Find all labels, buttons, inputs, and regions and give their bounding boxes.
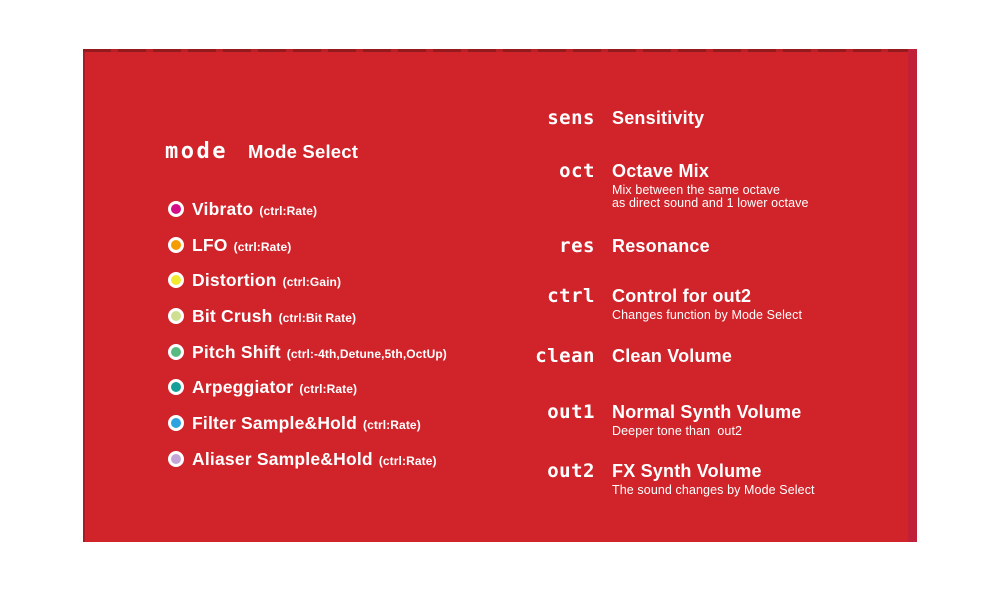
mode-name: Pitch Shift bbox=[192, 341, 281, 362]
mode-name: Vibrato bbox=[192, 199, 254, 219]
control-row: ctrl Control for out2 Changes function b… bbox=[435, 286, 802, 322]
mode-ctrl-note: (ctrl:Rate) bbox=[378, 453, 437, 468]
control-title: Octave Mix bbox=[612, 161, 710, 181]
controls-list: sens Sensitivity oct Octave Mix Mix betw… bbox=[83, 49, 917, 542]
control-body: FX Synth Volume The sound changes by Mod… bbox=[612, 461, 815, 497]
control-title: Resonance bbox=[612, 236, 710, 256]
control-row: out1 Normal Synth Volume Deeper tone tha… bbox=[435, 402, 802, 438]
mode-color-dot-icon bbox=[168, 236, 184, 253]
control-row: out2 FX Synth Volume The sound changes b… bbox=[435, 461, 815, 497]
mode-name: Aliaser Sample&Hold bbox=[192, 448, 373, 469]
knob-label: clean bbox=[535, 345, 595, 367]
mode-ctrl-note: (ctrl:Rate) bbox=[363, 418, 421, 433]
control-description: Changes function by Mode Select bbox=[612, 308, 803, 322]
control-description: Deeper tone than out2 bbox=[612, 424, 743, 438]
mode-list-item: Bit Crush (ctrl:Bit Rate) bbox=[168, 304, 447, 328]
knob-label: oct bbox=[559, 160, 595, 182]
mode-list-item: LFO (ctrl:Rate) bbox=[168, 233, 447, 257]
mode-color-dot-icon bbox=[168, 308, 184, 325]
control-body: Normal Synth Volume Deeper tone than out… bbox=[612, 402, 802, 438]
mode-list-item: Aliaser Sample&Hold (ctrl:Rate) bbox=[168, 447, 447, 471]
knob-label: out1 bbox=[547, 401, 595, 423]
mode-ctrl-note: (ctrl:Bit Rate) bbox=[278, 311, 357, 326]
control-body: Resonance bbox=[612, 236, 710, 256]
mode-name: LFO bbox=[192, 234, 228, 255]
control-body: Clean Volume bbox=[612, 346, 732, 366]
mode-color-dot-icon bbox=[168, 415, 184, 432]
mode-list-item: Arpeggiator (ctrl:Rate) bbox=[168, 375, 447, 399]
mode-color-dot-icon bbox=[168, 343, 184, 360]
control-row: oct Octave Mix Mix between the same octa… bbox=[435, 161, 809, 210]
control-body: Control for out2 Changes function by Mod… bbox=[612, 286, 802, 322]
control-title: Sensitivity bbox=[612, 108, 705, 128]
control-title: Control for out2 bbox=[612, 286, 752, 306]
control-row: res Resonance bbox=[435, 236, 710, 256]
knob-label: out2 bbox=[547, 460, 595, 482]
knob-label: ctrl bbox=[547, 285, 595, 307]
control-title: Normal Synth Volume bbox=[612, 402, 802, 422]
red-manual-panel: mode Mode Select Vibrato (ctrl:Rate) LFO… bbox=[83, 49, 917, 542]
mode-header: mode Mode Select bbox=[165, 139, 358, 165]
control-title: FX Synth Volume bbox=[612, 461, 762, 481]
control-row: sens Sensitivity bbox=[435, 108, 704, 128]
mode-name: Bit Crush bbox=[192, 306, 273, 327]
control-title: Clean Volume bbox=[612, 346, 733, 366]
mode-list-item: Vibrato (ctrl:Rate) bbox=[168, 197, 447, 221]
mode-color-dot-icon bbox=[168, 201, 184, 217]
knob-label: res bbox=[559, 235, 595, 257]
mode-ctrl-note: (ctrl:Rate) bbox=[299, 382, 358, 397]
mode-section-title: Mode Select bbox=[247, 141, 359, 162]
mode-list-item: Pitch Shift (ctrl:-4th,Detune,5th,OctUp) bbox=[168, 340, 447, 364]
mode-knob-label: mode bbox=[165, 139, 228, 164]
mode-color-dot-icon bbox=[168, 450, 184, 467]
mode-list-item: Distortion (ctrl:Gain) bbox=[168, 268, 447, 292]
mode-color-dot-icon bbox=[168, 272, 184, 289]
mode-ctrl-note: (ctrl:Gain) bbox=[282, 275, 342, 290]
mode-name: Filter Sample&Hold bbox=[192, 413, 358, 434]
control-body: Sensitivity bbox=[612, 108, 704, 128]
control-row: clean Clean Volume bbox=[435, 346, 732, 366]
control-description: The sound changes by Mode Select bbox=[612, 483, 815, 497]
mode-name: Arpeggiator bbox=[192, 377, 294, 398]
mode-color-dot-icon bbox=[168, 379, 184, 396]
mode-ctrl-note: (ctrl:-4th,Detune,5th,OctUp) bbox=[286, 346, 447, 361]
control-description: Mix between the same octave as direct sou… bbox=[612, 183, 809, 210]
control-body: Octave Mix Mix between the same octave as… bbox=[612, 161, 809, 210]
mode-ctrl-note: (ctrl:Rate) bbox=[259, 204, 318, 218]
mode-ctrl-note: (ctrl:Rate) bbox=[233, 239, 292, 254]
mode-name: Distortion bbox=[192, 270, 277, 291]
mode-list: Vibrato (ctrl:Rate) LFO (ctrl:Rate) Dist… bbox=[168, 197, 447, 483]
knob-label: sens bbox=[547, 107, 595, 129]
mode-list-item: Filter Sample&Hold (ctrl:Rate) bbox=[168, 411, 447, 435]
